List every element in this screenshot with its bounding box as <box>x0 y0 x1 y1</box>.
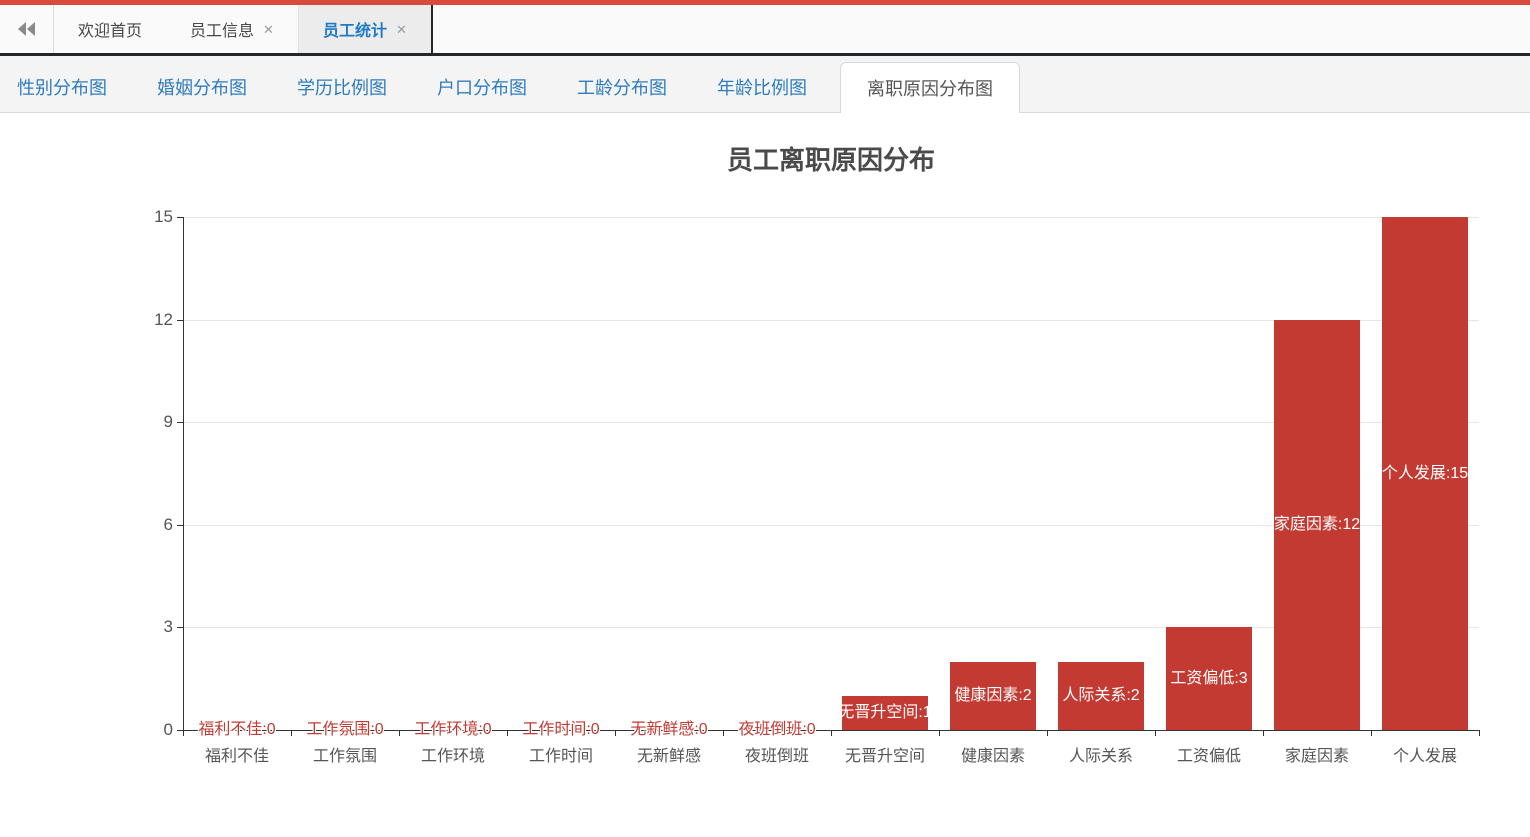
gridline <box>183 422 1479 424</box>
y-axis-tick <box>177 627 183 629</box>
x-axis-tick <box>1263 730 1264 736</box>
bar-value-label: 福利不佳:0 <box>198 721 276 738</box>
x-axis-tick <box>1371 730 1372 736</box>
y-axis-tick-label: 3 <box>163 617 173 637</box>
chart-title: 员工离职原因分布 <box>726 145 935 175</box>
chart-bar[interactable] <box>1166 627 1252 730</box>
category-label: 无新鲜感 <box>636 748 701 765</box>
x-axis-tick <box>399 730 400 736</box>
x-axis-tick <box>1047 730 1048 736</box>
y-axis-tick-label: 6 <box>163 514 173 534</box>
chart-bar[interactable] <box>842 695 928 730</box>
category-label: 工作环境 <box>420 748 485 765</box>
gridline <box>183 524 1479 526</box>
x-axis-tick <box>939 730 940 736</box>
category-label: 夜班倒班 <box>744 748 809 765</box>
category-label: 工作氛围 <box>312 748 377 765</box>
y-axis-tick <box>177 217 183 218</box>
chart-bar[interactable] <box>1274 319 1360 730</box>
x-axis-tick <box>1155 730 1156 736</box>
bar-value-label: 无新鲜感:0 <box>630 721 708 738</box>
chart-type-tabbar: 性别分布图 婚姻分布图 学历比例图 户口分布图 工龄分布图 年龄比例图 离职原因… <box>0 56 1530 113</box>
category-label: 无晋升空间 <box>844 748 925 765</box>
tab-label: 员工统计 <box>322 23 387 40</box>
subtab-household-distribution[interactable]: 户口分布图 <box>437 78 527 98</box>
y-axis-tick <box>177 730 183 731</box>
bar-value-label: 无晋升空间:1 <box>838 703 932 721</box>
category-label: 家庭因素 <box>1284 748 1349 765</box>
tab-welcome-home[interactable]: 欢迎首页 <box>54 5 166 53</box>
bar-value-label: 健康因素:2 <box>954 686 1032 704</box>
y-axis-tick-label: 9 <box>163 412 173 432</box>
chart-bar[interactable] <box>1058 661 1144 730</box>
gridline <box>183 319 1479 321</box>
bar-value-label: 工作氛围:0 <box>306 721 384 738</box>
gridline <box>183 217 1479 218</box>
bar-value-label: 夜班倒班:0 <box>738 721 816 738</box>
subtab-gender-distribution[interactable]: 性别分布图 <box>17 78 107 98</box>
y-axis-line <box>183 217 184 731</box>
x-axis-tick <box>507 730 508 736</box>
x-axis-tick <box>291 730 292 736</box>
bar-value-label: 个人发展:15 <box>1381 464 1469 482</box>
x-axis-tick <box>1479 730 1480 736</box>
x-axis-tick <box>831 730 832 736</box>
x-axis-tick <box>723 730 724 736</box>
y-axis-tick-label: 0 <box>163 720 173 739</box>
category-label: 工作时间 <box>528 748 593 765</box>
y-axis-tick <box>177 524 183 526</box>
bar-value-label: 工资偏低:3 <box>1170 669 1248 687</box>
y-axis-tick-label: 15 <box>154 207 173 226</box>
collapse-tabs-button[interactable] <box>0 5 54 53</box>
subtab-departure-reason-distribution[interactable]: 离职原因分布图 <box>840 62 1020 113</box>
tab-label: 员工信息 <box>190 23 255 40</box>
y-axis-tick-label: 12 <box>154 309 173 329</box>
tab-employee-statistics[interactable]: 员工统计 ✕ <box>297 5 433 53</box>
double-left-arrow-icon <box>18 22 35 36</box>
top-accent-strip <box>0 0 1530 5</box>
category-label: 健康因素 <box>960 748 1025 765</box>
category-label: 人际关系 <box>1068 748 1133 765</box>
subtab-marriage-distribution[interactable]: 婚姻分布图 <box>157 78 247 98</box>
chart-bar[interactable] <box>950 661 1036 730</box>
subtab-age-ratio[interactable]: 年龄比例图 <box>717 78 807 98</box>
x-axis-tick <box>183 730 184 736</box>
close-icon[interactable]: ✕ <box>263 21 274 37</box>
bar-value-label: 工作环境:0 <box>414 721 492 738</box>
bar-value-label: 工作时间:0 <box>522 721 600 738</box>
chart-bar[interactable] <box>1382 217 1468 730</box>
category-label: 工资偏低 <box>1176 748 1241 765</box>
bar-value-label: 家庭因素:12 <box>1273 515 1361 533</box>
category-label: 福利不佳 <box>204 748 269 765</box>
x-axis-tick <box>615 730 616 736</box>
tab-label: 欢迎首页 <box>78 23 143 40</box>
subtab-seniority-distribution[interactable]: 工龄分布图 <box>577 78 667 98</box>
close-icon[interactable]: ✕ <box>395 21 407 37</box>
window-tabbar: 欢迎首页 员工信息 ✕ 员工统计 ✕ <box>0 5 1530 56</box>
departure-reason-chart: 员工离职原因分布 0 3 6 9 12 15 福利不佳:0 福利不佳 工作氛围:0 工作氛围 工作环… <box>0 113 1530 837</box>
y-axis-tick <box>177 422 183 424</box>
bar-value-label: 人际关系:2 <box>1062 686 1140 704</box>
gridline <box>183 627 1479 629</box>
subtab-education-ratio[interactable]: 学历比例图 <box>297 78 387 98</box>
tab-employee-info[interactable]: 员工信息 ✕ <box>166 5 298 53</box>
y-axis-tick <box>177 319 183 321</box>
category-label: 个人发展 <box>1392 748 1457 765</box>
